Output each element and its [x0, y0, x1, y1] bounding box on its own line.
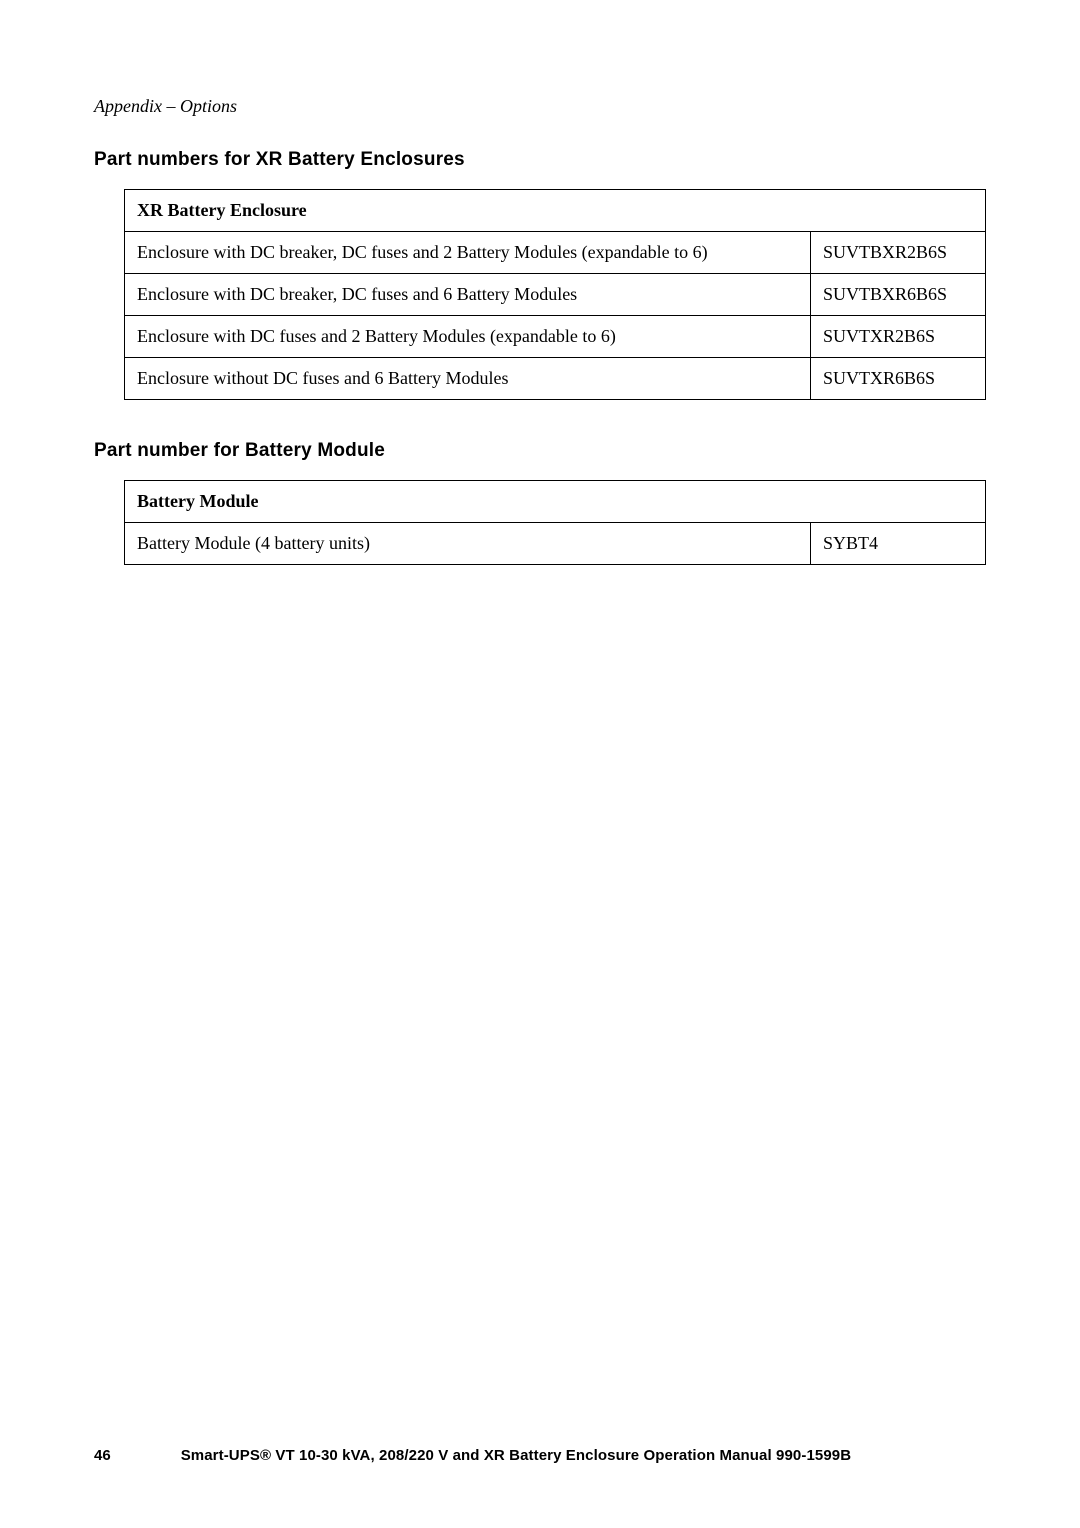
table-battery-module-wrap: Battery Module Battery Module (4 battery…	[94, 480, 986, 565]
subsection-title-battery-module: Part number for Battery Module	[94, 440, 986, 462]
table-caption: XR Battery Enclosure	[125, 190, 986, 232]
cell-desc: Enclosure with DC breaker, DC fuses and …	[125, 274, 811, 316]
cell-desc: Battery Module (4 battery units)	[125, 523, 811, 565]
table-row: Enclosure with DC breaker, DC fuses and …	[125, 232, 986, 274]
cell-pn: SUVTXR6B6S	[811, 358, 986, 400]
cell-pn: SUVTBXR2B6S	[811, 232, 986, 274]
table-caption: Battery Module	[125, 481, 986, 523]
footer-manual-title: Smart-UPS® VT 10-30 kVA, 208/220 V and X…	[181, 1447, 851, 1464]
subsection-title-xr-enclosures: Part numbers for XR Battery Enclosures	[94, 149, 986, 171]
table-xr-enclosures: XR Battery Enclosure Enclosure with DC b…	[124, 189, 986, 400]
table-row: Enclosure with DC breaker, DC fuses and …	[125, 274, 986, 316]
cell-desc: Enclosure without DC fuses and 6 Battery…	[125, 358, 811, 400]
table-row: Battery Module	[125, 481, 986, 523]
page-footer: 46 Smart-UPS® VT 10-30 kVA, 208/220 V an…	[94, 1447, 986, 1464]
cell-pn: SYBT4	[810, 523, 985, 565]
table-battery-module: Battery Module Battery Module (4 battery…	[124, 480, 986, 565]
cell-desc: Enclosure with DC breaker, DC fuses and …	[125, 232, 811, 274]
table-row: XR Battery Enclosure	[125, 190, 986, 232]
cell-pn: SUVTBXR6B6S	[811, 274, 986, 316]
page-number: 46	[94, 1447, 111, 1464]
table-row: Enclosure without DC fuses and 6 Battery…	[125, 358, 986, 400]
cell-pn: SUVTXR2B6S	[811, 316, 986, 358]
table-xr-enclosures-wrap: XR Battery Enclosure Enclosure with DC b…	[94, 189, 986, 400]
cell-desc: Enclosure with DC fuses and 2 Battery Mo…	[125, 316, 811, 358]
appendix-section-header: Appendix – Options	[94, 96, 986, 117]
table-row: Enclosure with DC fuses and 2 Battery Mo…	[125, 316, 986, 358]
table-row: Battery Module (4 battery units) SYBT4	[125, 523, 986, 565]
